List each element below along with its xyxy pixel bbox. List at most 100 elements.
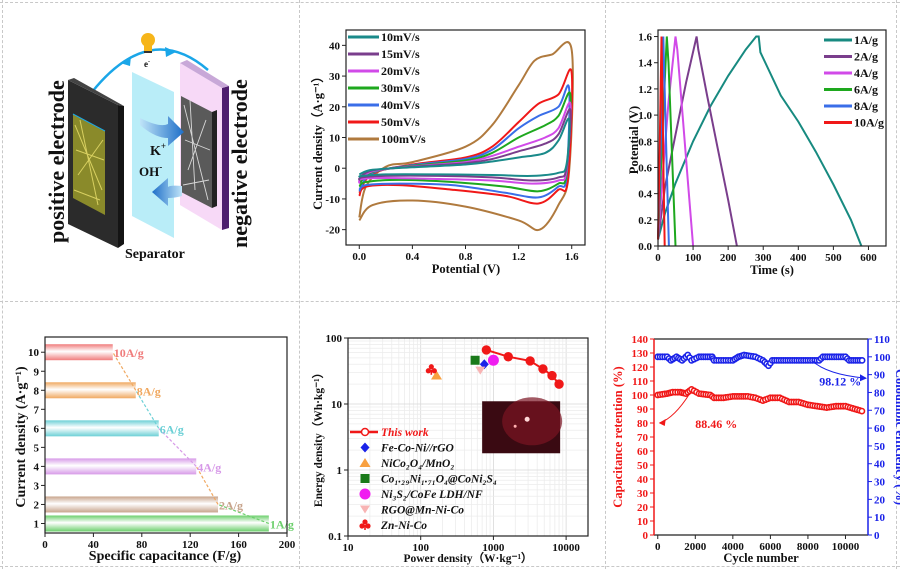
panel-divider-vertical-2	[605, 0, 606, 569]
ragone-point	[487, 354, 499, 366]
rate-bar-1A-g	[45, 515, 269, 532]
efficiency-annotation-label: 98.12 %	[819, 374, 861, 388]
ragone-y-tick-label: 1	[337, 465, 343, 477]
cycling-y-right-axis-label: Coloumbic efficiency (%)	[893, 369, 900, 505]
cycling-y-left-tick-label: 40	[637, 474, 649, 486]
gcd-x-axis-label: Time (s)	[750, 263, 794, 277]
cv-legend-label: 50mV/s	[381, 115, 420, 129]
cycling-y-right-tick-label: 0	[874, 530, 880, 542]
cv-curve-40mV-s	[358, 84, 571, 199]
gcd-legend-label: 10A/g	[854, 116, 884, 130]
gcd-y-tick-label: 0.4	[638, 189, 652, 201]
rate-y-tick-label: 8	[34, 385, 40, 397]
gcd-curve-1A-g	[657, 35, 863, 247]
ragone-legend-label: Ni₃S₂/CoFe LDH/NF	[380, 489, 483, 501]
rate-y-tick-label: 6	[34, 423, 40, 435]
panel-border-right	[896, 0, 897, 569]
cv-legend-label: 100mV/s	[381, 132, 426, 146]
cation-label: K+	[150, 141, 166, 159]
cv-legend-label: 20mV/s	[381, 64, 420, 78]
ragone-x-tick-label: 10000	[552, 542, 580, 554]
gcd-x-tick-label: 0	[655, 252, 661, 264]
rate-capability-chart: 1A/g 2A/g 4A/g 6A/g 8A/g 10A/g 0 40 80 120 160 200 1…	[14, 336, 296, 564]
gcd-x-tick-label: 300	[755, 252, 772, 264]
rate-bar-label: 8A/g	[137, 384, 161, 398]
ragone-point	[554, 379, 564, 389]
gcd-legend-label: 8A/g	[854, 99, 878, 113]
cycling-y-right-tick-label: 30	[874, 477, 886, 489]
light-bulb-icon	[141, 33, 155, 53]
gcd-chart: 0 100 200 300 400 500 600 0.0 0.2 0.4 0.6 0.8 1.0 1.2…	[627, 29, 887, 277]
ragone-y-tick-label: 100	[326, 333, 343, 345]
club-lobe	[359, 523, 365, 529]
gcd-curve-10A-g	[657, 36, 666, 247]
rate-x-tick-label: 200	[279, 539, 296, 551]
gcd-curve-2A-g	[657, 36, 738, 247]
rate-connector-line	[158, 427, 197, 467]
ragone-point	[359, 458, 371, 467]
gcd-curve-6A-g	[657, 36, 677, 247]
cycling-y-right-tick-label: 20	[874, 494, 886, 506]
anion-label: OH-	[139, 162, 162, 179]
separator-label: Separator	[125, 247, 185, 262]
ragone-point	[360, 442, 370, 453]
ragone-legend-label: NiCo₂O₄/MnO₂	[380, 458, 454, 470]
ragone-point	[525, 356, 535, 366]
cycling-y-right-tick-label: 40	[874, 459, 886, 471]
efficiency-annotation-arrowhead	[860, 374, 867, 382]
ragone-x-tick-label: 1000	[482, 542, 505, 554]
gcd-x-tick-label: 500	[825, 252, 842, 264]
cycling-y-left-tick-label: 120	[632, 362, 649, 374]
cycling-x-tick-label: 2000	[684, 541, 707, 553]
ragone-line-this-work	[486, 348, 560, 385]
cycling-y-left-tick-label: 0	[643, 530, 649, 542]
rate-x-tick-label: 80	[136, 539, 148, 551]
gcd-y-tick-label: 1.6	[638, 32, 652, 44]
rate-y-tick-label: 10	[28, 347, 40, 359]
ragone-point	[431, 370, 443, 380]
cv-y-tick-label: -20	[325, 225, 340, 237]
ragone-point	[359, 488, 371, 500]
cv-legend-label: 40mV/s	[381, 98, 420, 112]
cycling-y-left-tick-label: 140	[632, 334, 649, 346]
positive-electrode-label: positive electrode	[44, 80, 69, 243]
cv-x-tick-label: 1.6	[565, 251, 579, 263]
rate-bar-6A-g	[45, 420, 159, 437]
cycling-x-tick-label: 4000	[722, 541, 745, 553]
panel-border-top	[0, 2, 900, 3]
cycling-stability-chart: 0 2000 4000 6000 8000 10000 0 10 20 30 40 50 60 70 80 9…	[611, 334, 900, 565]
rate-y-axis-label: Current density (A·g⁻¹)	[14, 366, 29, 508]
cv-y-tick-label: 20	[329, 102, 341, 114]
ion-arrow-right-icon	[140, 116, 184, 146]
cv-x-tick-label: 1.2	[512, 251, 526, 263]
cycling-x-tick-label: 8000	[797, 541, 820, 553]
ragone-x-axis-label: Power density（W·kg⁻¹）	[403, 551, 532, 565]
ragone-y-axis-label: Energy density（Wh·kg⁻¹）	[311, 367, 325, 507]
rate-bar-2A-g	[45, 496, 219, 513]
cycling-y-left-tick-label: 10	[637, 516, 649, 528]
cv-x-tick-label: 0.0	[352, 251, 366, 263]
cycling-y-right-tick-label: 10	[874, 512, 886, 524]
ragone-legend-label: Fe-Co-Ni//rGO	[380, 443, 454, 455]
cycling-point-left	[858, 407, 866, 415]
rate-x-axis-label: Specific capacitance (F/g)	[89, 549, 242, 564]
cv-y-tick-label: -10	[325, 194, 340, 206]
rate-connector-line	[135, 389, 160, 429]
cv-chart: 0.0 0.4 0.8 1.2 1.6 -20 -10 0 10 20 30 40 10mV/s 15mV…	[310, 29, 586, 276]
cv-y-tick-label: 0	[335, 163, 341, 175]
rate-y-tick-label: 3	[34, 480, 40, 492]
cycling-y-right-tick-label: 60	[874, 423, 886, 435]
retention-annotation-arrow	[659, 393, 691, 424]
gcd-x-tick-label: 100	[685, 252, 702, 264]
plot-frame	[657, 29, 887, 247]
rate-y-tick-label: 5	[34, 442, 40, 454]
club-lobe	[431, 368, 437, 374]
cycling-point-right	[858, 356, 866, 364]
cycling-y-right-tick-label: 100	[874, 352, 891, 364]
cv-x-tick-label: 0.4	[406, 251, 420, 263]
ragone-point	[360, 505, 370, 514]
gcd-y-tick-label: 1.4	[638, 58, 652, 70]
plot-frame	[347, 337, 589, 537]
cycling-y-left-tick-label: 30	[637, 488, 649, 500]
electron-arrowhead-right-icon	[165, 47, 176, 57]
